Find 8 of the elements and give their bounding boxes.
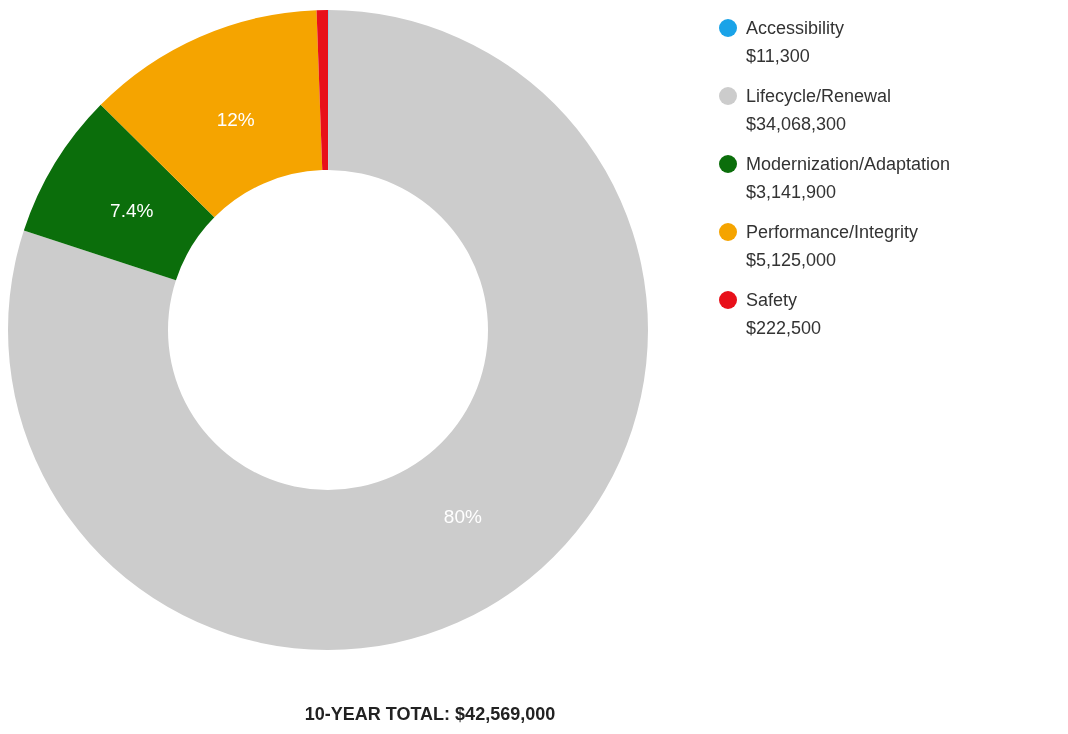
legend-label: Accessibility $11,300 <box>746 18 845 66</box>
legend-label: Performance/Integrity $5,125,000 <box>746 222 919 270</box>
data-label: 7.4% <box>110 199 154 221</box>
data-label: 12% <box>216 108 255 130</box>
text: 10-YEAR TOTAL: $42,569,000 <box>304 704 556 724</box>
legend-label: Modernization/Adaptation $3,141,900 <box>746 154 951 202</box>
legend-label: Safety $222,500 <box>746 290 822 338</box>
legend-label: Lifecycle/Renewal $34,068,300 <box>746 86 892 134</box>
